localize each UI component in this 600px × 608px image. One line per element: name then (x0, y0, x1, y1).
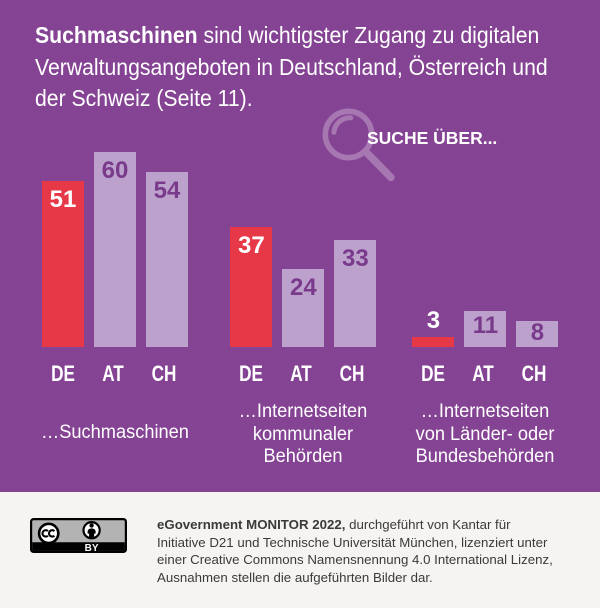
svg-text:BY: BY (84, 543, 98, 553)
